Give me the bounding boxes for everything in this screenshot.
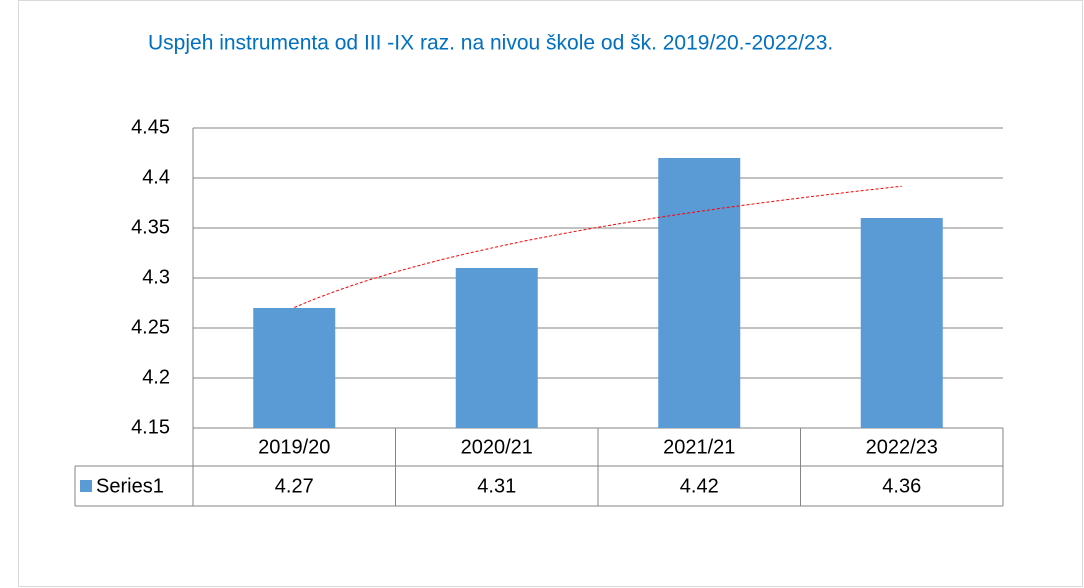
y-tick-label: 4.25: [131, 316, 170, 338]
y-tick-label: 4.15: [131, 416, 170, 438]
x-tick-label: 2022/23: [866, 436, 938, 458]
table-value: 4.42: [680, 475, 719, 497]
bar: [658, 158, 741, 428]
trendline: [294, 185, 902, 308]
y-tick-label: 4.35: [131, 216, 170, 238]
bar: [860, 218, 943, 428]
bar: [253, 308, 336, 428]
legend-swatch: [80, 480, 92, 492]
table-value: 4.27: [275, 475, 314, 497]
y-tick-label: 4.45: [131, 116, 170, 138]
y-tick-label: 4.3: [142, 266, 170, 288]
y-tick-label: 4.4: [142, 166, 170, 188]
y-tick-label: 4.2: [142, 366, 170, 388]
x-tick-label: 2021/21: [663, 436, 735, 458]
x-tick-label: 2020/21: [461, 436, 533, 458]
x-tick-label: 2019/20: [258, 436, 330, 458]
legend-label: Series1: [96, 475, 164, 497]
bar: [455, 268, 538, 428]
chart-title: Uspjeh instrumenta od III -IX raz. na ni…: [148, 32, 833, 55]
table-value: 4.36: [882, 475, 921, 497]
table-value: 4.31: [477, 475, 516, 497]
